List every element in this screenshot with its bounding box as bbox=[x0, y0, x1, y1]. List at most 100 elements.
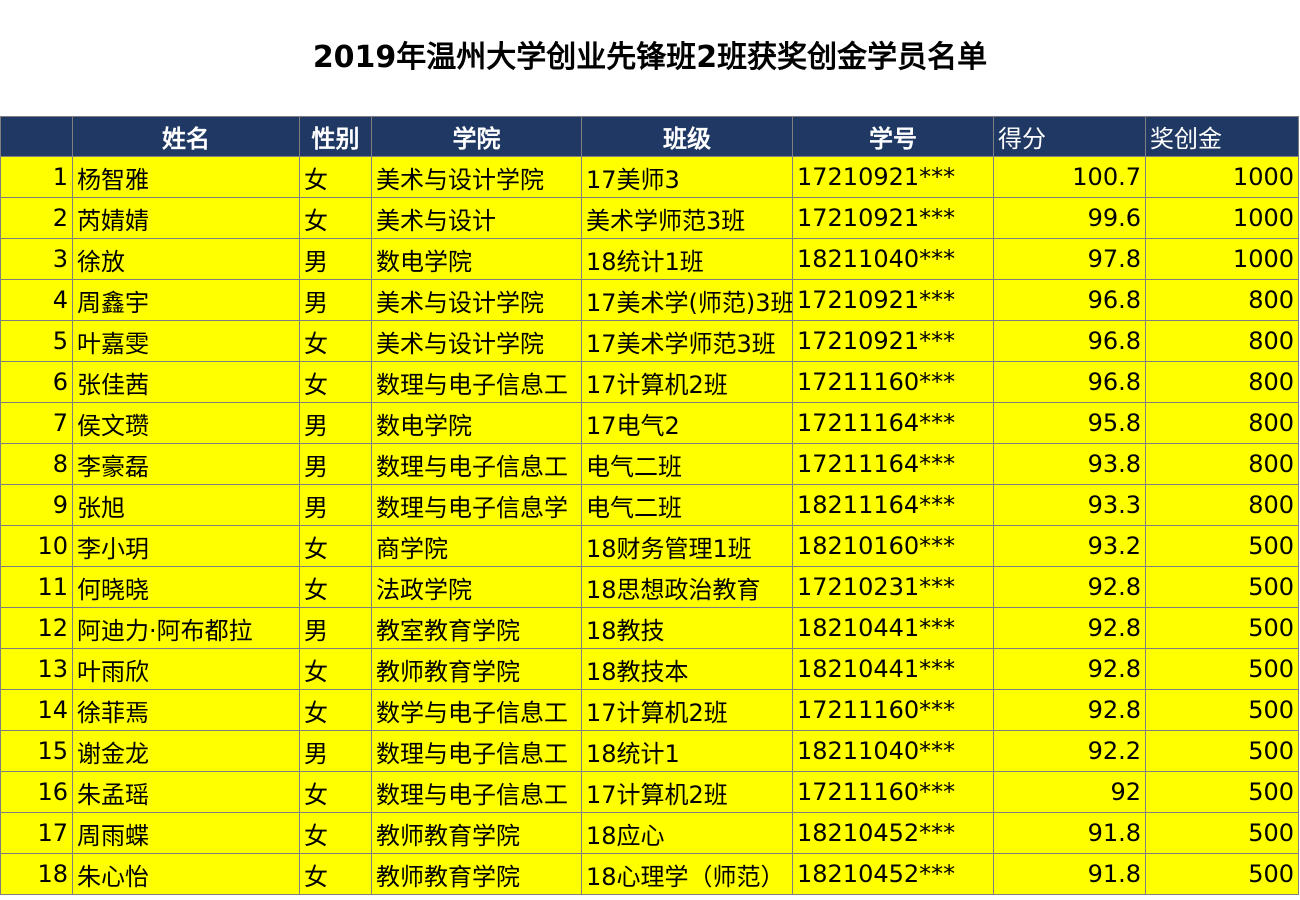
table-cell: 500 bbox=[1145, 566, 1299, 608]
table-row: 1 杨智雅女美术与设计学院 17美师3 17210921*** 100.7 1000 bbox=[0, 156, 1299, 198]
header-row: 姓名 性别 学院 班级 学号 得分 奖创金 bbox=[0, 116, 1299, 157]
table-cell: 美术与设计学院 bbox=[371, 156, 582, 198]
table-cell: 3 bbox=[0, 238, 73, 280]
table-cell: 17210921*** bbox=[792, 279, 994, 321]
table-cell: 女 bbox=[299, 566, 372, 608]
table-cell: 侯文瓒 bbox=[72, 402, 300, 444]
table-cell: 张佳茜 bbox=[72, 361, 300, 403]
table-cell: 何晓晓 bbox=[72, 566, 300, 608]
table-cell: 女 bbox=[299, 648, 372, 690]
table-cell: 18211164*** bbox=[792, 484, 994, 526]
table-cell: 教师教育学院 bbox=[371, 812, 582, 854]
table-cell: 18教技 bbox=[581, 607, 793, 649]
table-cell: 谢金龙 bbox=[72, 730, 300, 772]
table-cell: 商学院 bbox=[371, 525, 582, 567]
table-cell: 美术与设计 bbox=[371, 197, 582, 239]
table-cell: 500 bbox=[1145, 607, 1299, 649]
table-cell: 杨智雅 bbox=[72, 156, 300, 198]
table-body: 1 杨智雅女美术与设计学院 17美师3 17210921*** 100.7 1000 2 芮婧… bbox=[0, 156, 1299, 895]
table-cell: 93.8 bbox=[993, 443, 1146, 485]
table-cell: 800 bbox=[1145, 443, 1299, 485]
table-cell: 18应心 bbox=[581, 812, 793, 854]
header-cell: 姓名 bbox=[72, 116, 300, 157]
table-cell: 男 bbox=[299, 443, 372, 485]
table-cell: 18心理学（师范） bbox=[581, 853, 793, 895]
table-cell: 法政学院 bbox=[371, 566, 582, 608]
table-cell: 1000 bbox=[1145, 156, 1299, 198]
table-cell: 17210921*** bbox=[792, 156, 994, 198]
table-row: 15 谢金龙男数理与电子信息工 18统计1 18211040*** 92.2 500 bbox=[0, 730, 1299, 772]
table-cell: 15 bbox=[0, 730, 73, 772]
table-cell: 男 bbox=[299, 607, 372, 649]
table-cell: 17电气2 bbox=[581, 402, 793, 444]
table-cell: 李豪磊 bbox=[72, 443, 300, 485]
table-cell: 电气二班 bbox=[581, 443, 793, 485]
table-cell: 95.8 bbox=[993, 402, 1146, 444]
table-cell: 李小玥 bbox=[72, 525, 300, 567]
table-row: 18 朱心怡女教师教育学院 18心理学（师范） 18210452*** 91.8 500 bbox=[0, 853, 1299, 895]
table-cell: 96.8 bbox=[993, 361, 1146, 403]
header-cell: 得分 bbox=[993, 116, 1146, 157]
table-cell: 17美术学(师范)3班 bbox=[581, 279, 793, 321]
table-cell: 男 bbox=[299, 484, 372, 526]
table-cell: 数理与电子信息工 bbox=[371, 361, 582, 403]
table-cell: 男 bbox=[299, 730, 372, 772]
table-row: 11 何晓晓女法政学院 18思想政治教育 17210231*** 92.8 500 bbox=[0, 566, 1299, 608]
header-cell: 班级 bbox=[581, 116, 793, 157]
table-cell: 17计算机2班 bbox=[581, 361, 793, 403]
table-row: 8 李豪磊男数理与电子信息工 电气二班 17211164*** 93.8 800 bbox=[0, 443, 1299, 485]
table-cell: 1000 bbox=[1145, 197, 1299, 239]
table-cell: 数电学院 bbox=[371, 402, 582, 444]
data-table: 姓名 性别 学院 班级 学号 得分 奖创金 1 杨智雅女美术与设计学院 17美师3 1721092… bbox=[0, 116, 1299, 895]
table-cell: 17211164*** bbox=[792, 443, 994, 485]
table-cell: 叶嘉雯 bbox=[72, 320, 300, 362]
table-cell: 18210160*** bbox=[792, 525, 994, 567]
table-cell: 17211160*** bbox=[792, 689, 994, 731]
table-cell: 18教技本 bbox=[581, 648, 793, 690]
table-cell: 男 bbox=[299, 402, 372, 444]
header-cell: 奖创金 bbox=[1145, 116, 1299, 157]
table-cell: 教师教育学院 bbox=[371, 648, 582, 690]
table-cell: 数理与电子信息工 bbox=[371, 443, 582, 485]
table-cell: 800 bbox=[1145, 402, 1299, 444]
table-row: 4 周鑫宇男美术与设计学院 17美术学(师范)3班 17210921*** 96.8 80… bbox=[0, 279, 1299, 321]
table-cell: 数电学院 bbox=[371, 238, 582, 280]
table-row: 13 叶雨欣女教师教育学院 18教技本 18210441*** 92.8 500 bbox=[0, 648, 1299, 690]
table-cell: 男 bbox=[299, 279, 372, 321]
header-cell: 性别 bbox=[299, 116, 372, 157]
table-cell: 17210921*** bbox=[792, 320, 994, 362]
table-cell: 美术与设计学院 bbox=[371, 320, 582, 362]
table-cell: 92.2 bbox=[993, 730, 1146, 772]
table-cell: 97.8 bbox=[993, 238, 1146, 280]
table-cell: 数理与电子信息工 bbox=[371, 771, 582, 813]
table-cell: 8 bbox=[0, 443, 73, 485]
table-cell: 18 bbox=[0, 853, 73, 895]
table-cell: 数理与电子信息学 bbox=[371, 484, 582, 526]
table-cell: 18统计1 bbox=[581, 730, 793, 772]
table-cell: 阿迪力·阿布都拉 bbox=[72, 607, 300, 649]
table-cell: 92 bbox=[993, 771, 1146, 813]
table-cell: 800 bbox=[1145, 484, 1299, 526]
table-cell: 男 bbox=[299, 238, 372, 280]
table-cell: 18财务管理1班 bbox=[581, 525, 793, 567]
table-cell: 18统计1班 bbox=[581, 238, 793, 280]
table-cell: 93.2 bbox=[993, 525, 1146, 567]
table-cell: 92.8 bbox=[993, 566, 1146, 608]
table-row: 16 朱孟瑶女数理与电子信息工 17计算机2班 17211160*** 92 500 bbox=[0, 771, 1299, 813]
table-cell: 电气二班 bbox=[581, 484, 793, 526]
table-cell: 女 bbox=[299, 853, 372, 895]
table-cell: 18211040*** bbox=[792, 238, 994, 280]
table-row: 3 徐放男数电学院 18统计1班 18211040*** 97.8 1000 bbox=[0, 238, 1299, 280]
table-row: 14 徐菲焉女数学与电子信息工 17计算机2班 17211160*** 92.8 500 bbox=[0, 689, 1299, 731]
table-cell: 18210452*** bbox=[792, 853, 994, 895]
table-cell: 数学与电子信息工 bbox=[371, 689, 582, 731]
table-cell: 6 bbox=[0, 361, 73, 403]
table-cell: 18210452*** bbox=[792, 812, 994, 854]
table-cell: 800 bbox=[1145, 361, 1299, 403]
table-cell: 美术学师范3班 bbox=[581, 197, 793, 239]
table-cell: 500 bbox=[1145, 730, 1299, 772]
table-cell: 96.8 bbox=[993, 320, 1146, 362]
table-cell: 99.6 bbox=[993, 197, 1146, 239]
table-cell: 12 bbox=[0, 607, 73, 649]
table-cell: 张旭 bbox=[72, 484, 300, 526]
